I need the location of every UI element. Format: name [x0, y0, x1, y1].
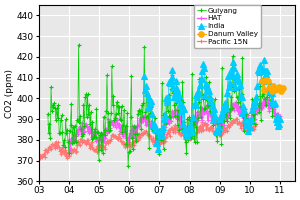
Danum Valley: [262, 89, 266, 91]
India: [278, 117, 282, 120]
Guiyang: [77, 43, 80, 46]
Legend: Guiyang, HAT, India, Danum Valley, Pacific 15N: Guiyang, HAT, India, Danum Valley, Pacif…: [194, 5, 261, 48]
Danum Valley: [272, 85, 275, 87]
Danum Valley: [266, 80, 269, 83]
HAT: [259, 107, 263, 109]
Danum Valley: [279, 90, 283, 92]
India: [171, 69, 174, 71]
Pacific 15N: [69, 148, 72, 150]
Pacific 15N: [38, 157, 41, 159]
India: [231, 61, 235, 63]
India: [142, 74, 146, 77]
HAT: [68, 140, 71, 143]
Line: India: India: [142, 57, 283, 151]
India: [156, 147, 160, 150]
Guiyang: [176, 109, 180, 111]
Guiyang: [46, 113, 50, 115]
Danum Valley: [275, 88, 279, 91]
HAT: [194, 122, 197, 125]
Danum Valley: [270, 90, 273, 92]
India: [254, 96, 258, 98]
Pacific 15N: [129, 144, 133, 147]
HAT: [67, 139, 71, 141]
HAT: [193, 121, 196, 124]
India: [182, 128, 185, 130]
Danum Valley: [260, 80, 264, 82]
India: [273, 101, 277, 104]
HAT: [278, 114, 282, 117]
Guiyang: [156, 129, 160, 132]
India: [262, 58, 266, 61]
Danum Valley: [268, 87, 272, 90]
Pacific 15N: [213, 133, 217, 136]
HAT: [68, 148, 72, 150]
Guiyang: [272, 87, 276, 89]
Pacific 15N: [246, 131, 249, 134]
Y-axis label: CO2 (ppm): CO2 (ppm): [5, 69, 14, 118]
Guiyang: [82, 104, 85, 107]
Guiyang: [187, 116, 191, 119]
Guiyang: [126, 165, 130, 167]
Danum Valley: [274, 89, 277, 91]
Pacific 15N: [64, 155, 68, 157]
Pacific 15N: [234, 118, 238, 120]
Line: Guiyang: Guiyang: [45, 42, 277, 168]
Guiyang: [234, 87, 238, 89]
Pacific 15N: [37, 153, 40, 155]
Danum Valley: [264, 78, 268, 81]
Line: HAT: HAT: [67, 96, 282, 151]
HAT: [197, 113, 201, 115]
HAT: [262, 97, 266, 99]
Line: Pacific 15N: Pacific 15N: [37, 117, 258, 160]
Pacific 15N: [254, 123, 258, 125]
HAT: [246, 124, 249, 127]
Danum Valley: [278, 86, 281, 89]
Pacific 15N: [128, 145, 132, 148]
India: [218, 117, 222, 120]
Line: Danum Valley: Danum Valley: [259, 77, 286, 94]
Guiyang: [236, 97, 239, 99]
Danum Valley: [281, 87, 285, 89]
